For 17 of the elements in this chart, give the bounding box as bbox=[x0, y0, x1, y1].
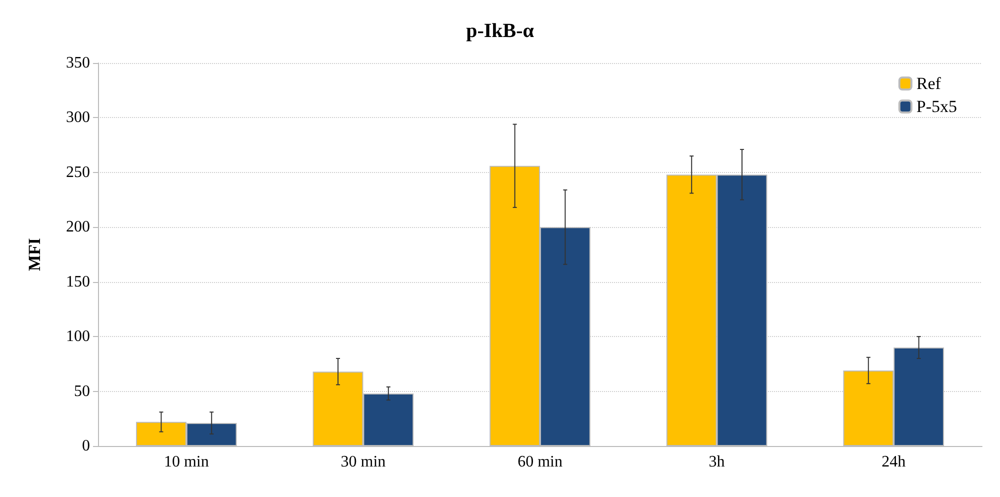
y-axis-title: MFI bbox=[25, 238, 44, 272]
y-tick-label: 150 bbox=[66, 273, 90, 290]
y-tick-label: 300 bbox=[66, 109, 90, 126]
y-tick-label: 350 bbox=[66, 54, 90, 72]
chart-title: p-IkB-α bbox=[466, 20, 534, 42]
x-tick-label: 30 min bbox=[340, 454, 386, 470]
x-tick-label: 10 min bbox=[164, 454, 209, 470]
x-tick-label: 3h bbox=[708, 454, 725, 470]
y-tick-label: 100 bbox=[66, 328, 90, 346]
y-tick-label: 250 bbox=[66, 164, 90, 181]
y-tick-label: 50 bbox=[74, 382, 90, 400]
y-tick-label: 200 bbox=[66, 218, 90, 236]
x-tick-label: 60 min bbox=[518, 454, 562, 470]
legend-label: P-5x5 bbox=[916, 97, 958, 116]
x-tick-label: 24h bbox=[882, 454, 906, 470]
legend-label: Ref bbox=[916, 74, 942, 93]
y-tick-label: 0 bbox=[82, 438, 90, 454]
